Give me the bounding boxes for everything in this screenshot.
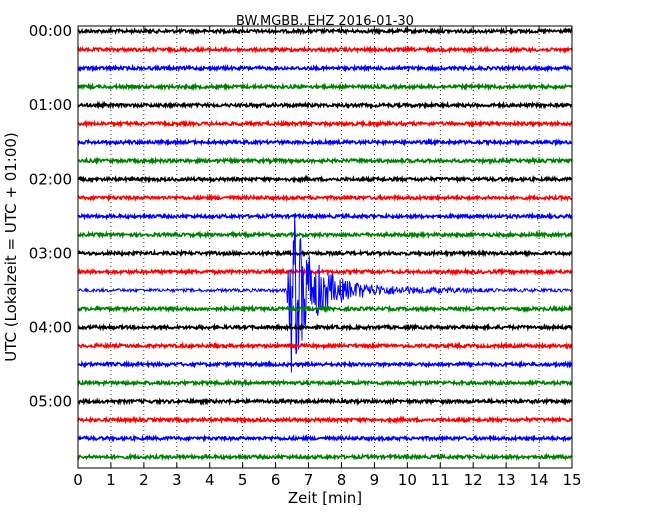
x-tick-label: 1	[106, 471, 116, 489]
trace-line	[77, 452, 573, 462]
y-tick-label: 02:00	[29, 170, 72, 188]
x-tick-label: 12	[464, 471, 483, 489]
trace-line	[77, 119, 573, 129]
x-tick-label: 13	[497, 471, 516, 489]
y-tick-label: 05:00	[29, 392, 72, 410]
trace-line	[77, 215, 573, 373]
x-tick-label: 4	[205, 471, 215, 489]
trace-line	[77, 82, 573, 92]
x-tick-label: 15	[562, 471, 581, 489]
vertical-grid	[110, 26, 540, 468]
y-axis-ticks: 00:00 01:00 02:00 03:00 04:00 05:00	[29, 22, 572, 410]
trace-line	[77, 415, 573, 425]
chart-title: BW.MGBB..EHZ 2016-01-30	[236, 14, 414, 29]
x-tick-label: 11	[431, 471, 450, 489]
y-tick-label: 01:00	[29, 96, 72, 114]
x-tick-label: 0	[73, 471, 83, 489]
trace-line	[77, 211, 573, 221]
x-tick-label: 3	[172, 471, 182, 489]
x-tick-label: 5	[238, 471, 248, 489]
trace-line	[77, 63, 573, 73]
x-tick-label: 8	[337, 471, 347, 489]
trace-line	[77, 193, 573, 203]
y-tick-label: 04:00	[29, 318, 72, 336]
trace-line	[77, 100, 573, 110]
y-axis-label: UTC (Lokalzeit = UTC + 01:00)	[2, 132, 20, 362]
trace-line	[77, 341, 573, 351]
y-tick-label: 03:00	[29, 244, 72, 262]
y-tick-label: 00:00	[29, 22, 72, 40]
x-axis-ticks: 0 1 2 3 4 5 6 7 8 9 10 11 12 13 14 15	[73, 26, 582, 489]
trace-line	[77, 322, 573, 333]
trace-line	[77, 359, 573, 369]
trace-line	[77, 267, 573, 277]
x-tick-label: 2	[139, 471, 149, 489]
trace-line	[77, 26, 573, 36]
x-tick-label: 10	[398, 471, 417, 489]
trace-line	[77, 137, 573, 147]
trace-line	[77, 45, 573, 55]
plot-frame	[77, 25, 573, 469]
trace-line	[77, 248, 573, 258]
x-tick-label: 7	[304, 471, 314, 489]
trace-line	[77, 378, 573, 388]
trace-line	[77, 174, 573, 184]
trace-line	[77, 156, 573, 166]
x-tick-label: 6	[271, 471, 281, 489]
trace-line	[77, 433, 573, 444]
trace-line	[77, 230, 573, 240]
x-axis-label: Zeit [min]	[288, 489, 362, 507]
x-tick-label: 14	[530, 471, 549, 489]
trace-line	[77, 304, 573, 314]
x-tick-label: 9	[370, 471, 380, 489]
seismogram-traces	[77, 26, 573, 462]
trace-line	[77, 396, 573, 407]
